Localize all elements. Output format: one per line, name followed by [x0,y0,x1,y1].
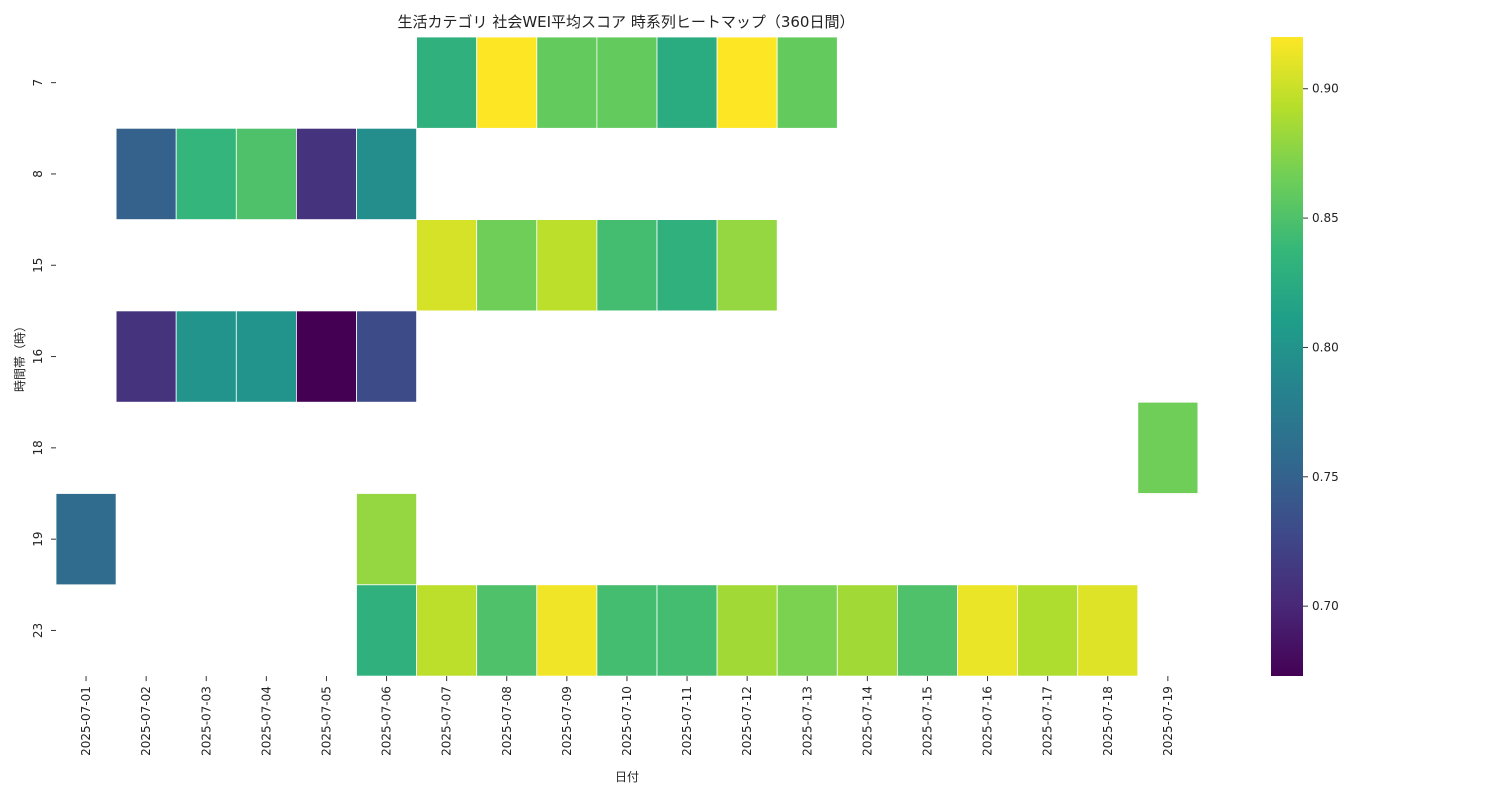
heatmap-cell [55,493,117,586]
colorbar-tick-label: 0.90 [1312,82,1339,96]
heatmap-cell [1137,401,1199,494]
heatmap-cell [656,36,718,129]
y-tick-label: 19 [31,532,45,547]
heatmap-cell [356,127,417,221]
heatmap-cell [416,584,478,677]
heatmap-cell [476,36,538,129]
y-axis: 7 8 15 16 18 19 23 [31,79,56,638]
x-tick-label: 2025-07-05 [319,686,333,756]
y-tick-label: 18 [31,440,45,455]
heatmap-cell [356,584,417,677]
heatmap-cell [836,584,898,677]
x-tick-label: 2025-07-07 [440,686,454,756]
x-tick-label: 2025-07-06 [380,686,394,756]
heatmap-cell [235,127,297,221]
x-tick-label: 2025-07-04 [259,686,273,756]
heatmap-cell [957,584,1018,677]
x-tick-label: 2025-07-15 [920,686,934,756]
x-tick-label: 2025-07-17 [1041,686,1055,756]
heatmap-cell [295,310,357,403]
y-tick-label: 15 [31,258,45,273]
heatmap-cell [776,36,838,129]
colorbar: 0.70 0.75 0.80 0.85 0.90 [1271,37,1339,676]
heatmap-cell [536,584,598,677]
heatmap-cell [596,584,658,677]
colorbar-tick-label: 0.80 [1312,340,1339,354]
heatmap-cell [295,127,357,221]
heatmap-cell [235,310,297,403]
colorbar-gradient [1271,37,1303,676]
x-tick-label: 2025-07-12 [740,686,754,756]
heatmap-cell [356,493,417,586]
heatmap-cell [536,219,598,312]
heatmap-cell [115,310,177,403]
x-tick-label: 2025-07-01 [79,686,93,756]
heatmap-cells [55,36,1199,677]
x-tick-label: 2025-07-16 [981,686,995,756]
x-tick-label: 2025-07-18 [1101,686,1115,756]
heatmap-cell [656,584,718,677]
colorbar-tick-label: 0.70 [1312,599,1339,613]
heatmap-cell [416,36,478,129]
heatmap-cell [115,127,177,221]
y-tick-label: 8 [31,170,45,178]
x-tick-label: 2025-07-14 [860,686,874,756]
heatmap-cell [716,219,778,312]
heatmap-cell [175,127,237,221]
heatmap-cell [716,584,778,677]
heatmap-cell [356,310,417,403]
x-tick-label: 2025-07-03 [199,686,213,756]
x-axis: 2025-07-01 2025-07-02 2025-07-03 2025-07-04… [79,676,1175,756]
chart-title: 生活カテゴリ 社会WEI平均スコア 時系列ヒートマップ（360日間） [398,13,855,31]
x-tick-label: 2025-07-13 [800,686,814,756]
heatmap-cell [897,584,958,677]
heatmap-cell [656,219,718,312]
x-tick-label: 2025-07-09 [560,686,574,756]
colorbar-tick-label: 0.75 [1312,470,1339,484]
heatmap-cell [716,36,778,129]
heatmap-cell [776,584,838,677]
heatmap-cell [476,219,538,312]
x-tick-label: 2025-07-11 [680,686,694,756]
heatmap-cell [175,310,237,403]
x-tick-label: 2025-07-19 [1161,686,1175,756]
heatmap-cell [1017,584,1079,677]
y-axis-label: 時間帯（時） [13,320,27,392]
heatmap-cell [596,36,658,129]
heatmap-cell [416,219,478,312]
y-tick-label: 7 [31,79,45,87]
x-axis-label: 日付 [615,770,639,784]
x-tick-label: 2025-07-08 [500,686,514,756]
heatmap-cell [476,584,538,677]
x-tick-label: 2025-07-10 [620,686,634,756]
y-tick-label: 23 [31,623,45,638]
colorbar-tick-label: 0.85 [1312,211,1339,225]
x-tick-label: 2025-07-02 [139,686,153,756]
heatmap-cell [536,36,598,129]
heatmap-cell [596,219,658,312]
y-tick-label: 16 [31,349,45,364]
heatmap-cell [1077,584,1139,677]
